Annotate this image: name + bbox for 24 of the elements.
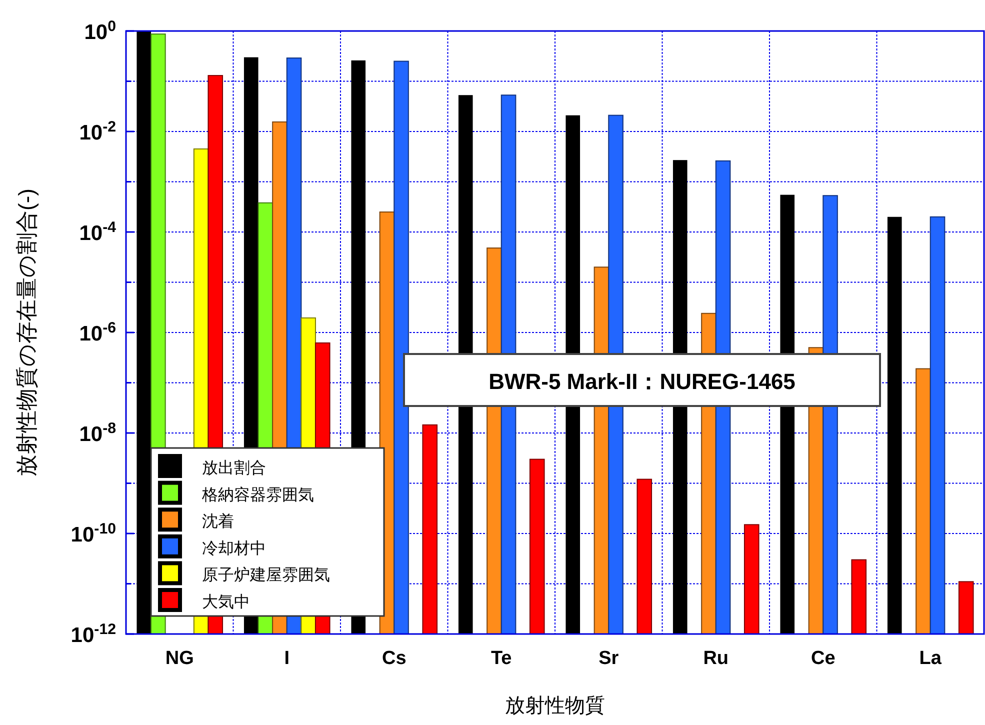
legend-label: 大気中 (202, 593, 250, 611)
y-tick-label: 10$^{-6}$ (79, 319, 116, 346)
y-tick-label: 10$^{-10}$ (70, 520, 116, 546)
y-tick-label: 10$^{-12}$ (70, 620, 116, 647)
x-tick-label: I (284, 648, 290, 669)
x-tick-label: Ru (703, 648, 729, 669)
y-tick-label: 10$^{-4}$ (79, 218, 117, 245)
legend-label: 放出割合 (202, 459, 266, 477)
legend-label: 沈着 (202, 512, 234, 531)
annotation: BWR-5 Mark-II：NUREG-1465 (488, 369, 796, 394)
y-tick-label: 10$^{0}$ (84, 18, 116, 44)
x-tick-label: NG (165, 648, 194, 669)
y-axis-title: 放射性物質の存在量の割合(-) (14, 188, 39, 476)
x-tick-label: Cs (382, 648, 406, 669)
x-tick-label: Ce (810, 648, 836, 669)
x-tick-label: Te (490, 648, 512, 669)
y-tick-label: 10$^{-8}$ (79, 420, 116, 446)
legend-label: 冷却材中 (202, 539, 266, 558)
legend-label: 格納容器雰囲気 (201, 486, 314, 504)
x-tick-label: La (919, 648, 942, 669)
y-tick-label: 10$^{-2}$ (79, 118, 116, 144)
x-axis-title: 放射性物質 (505, 695, 605, 717)
x-tick-label: Sr (598, 648, 620, 669)
legend-label: 原子炉建屋雰囲気 (202, 566, 330, 584)
